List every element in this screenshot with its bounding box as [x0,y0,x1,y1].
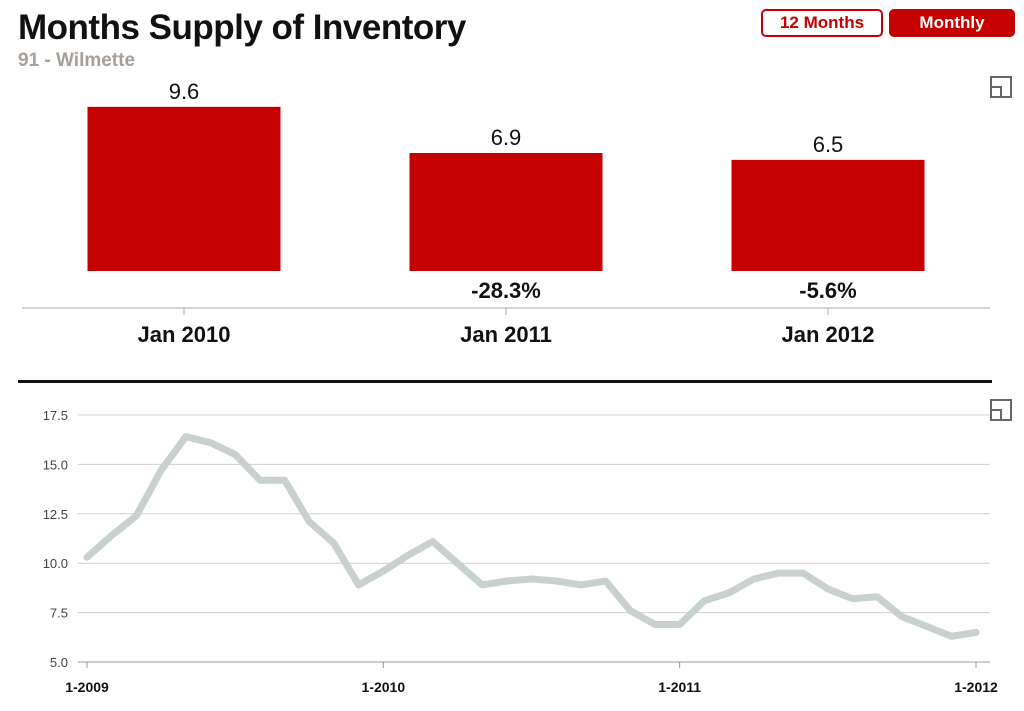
expand-icon[interactable] [990,399,1012,421]
x-tick-label: 1-2012 [954,679,998,695]
bar-value-label: 9.6 [169,79,200,104]
bar-value-label: 6.9 [491,125,522,150]
bar-value-label: 6.5 [813,132,844,157]
y-tick-label: 12.5 [43,507,68,522]
change-label: -5.6% [799,278,856,303]
line-chart: 5.0 7.5 10.0 12.5 15.0 17.5 1-2009 1-2010 1-2011… [43,408,998,695]
x-tick-label: 1-2011 [658,679,701,695]
change-label: -28.3% [471,278,541,303]
x-tick-label: Jan 2012 [782,322,875,347]
expand-icon[interactable] [990,76,1012,98]
x-tick-label: 1-2010 [362,679,406,695]
bar [87,106,281,271]
y-tick-label: 17.5 [43,408,68,423]
y-tick-label: 5.0 [50,655,68,670]
monthly-button[interactable]: Monthly [889,9,1015,37]
y-tick-label: 15.0 [43,457,68,472]
page-title: Months Supply of Inventory [18,8,466,47]
x-tick-label: 1-2009 [65,679,109,695]
bar [409,153,603,271]
bar-chart: 9.6 Jan 2010 6.9 -28.3% Jan 2011 6.5 -5.6% Jan … [22,79,990,347]
series-line [83,433,980,640]
y-tick-label: 7.5 [50,606,68,621]
bar [731,159,925,271]
y-tick-label: 10.0 [43,556,68,571]
x-tick-label: Jan 2011 [460,322,552,347]
twelve-months-button[interactable]: 12 Months [761,9,883,37]
section-divider [18,380,992,383]
area-subtitle: 91 - Wilmette [18,50,136,71]
x-tick-label: Jan 2010 [138,322,231,347]
